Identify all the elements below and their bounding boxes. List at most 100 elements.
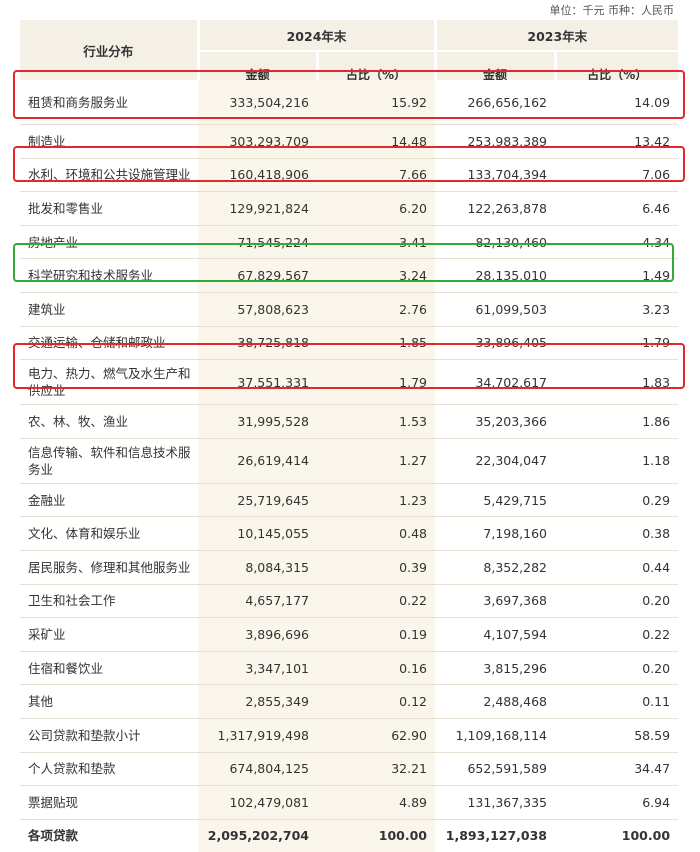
- industry-cell: 其他: [20, 684, 198, 719]
- table-row: 建筑业 57,808,623 2.76 61,099,503 3.23: [20, 292, 679, 327]
- industry-cell: 文化、体育和娱乐业: [20, 516, 198, 551]
- share-2023-cell: 6.94: [555, 785, 679, 820]
- amount-2023-cell: 22,304,047: [435, 438, 556, 484]
- industry-cell: 个人贷款和垫款: [20, 752, 198, 787]
- amount-2024-cell: 129,921,824: [198, 191, 317, 226]
- amount-2023-cell: 7,198,160: [435, 516, 556, 551]
- header-year-2023: 2023年末: [435, 20, 679, 53]
- amount-2023-cell: 82,130,460: [435, 225, 556, 260]
- share-2024-cell: 32.21: [317, 752, 436, 787]
- header-amount-2023: 金额: [435, 51, 557, 80]
- share-2023-cell: 100.00: [555, 819, 679, 852]
- amount-2023-cell: 652,591,589: [435, 752, 556, 787]
- share-2024-cell: 14.48: [317, 124, 436, 159]
- share-2023-cell: 0.11: [555, 684, 679, 719]
- table-row: 其他 2,855,349 0.12 2,488,468 0.11: [20, 684, 679, 719]
- share-2024-cell: 0.19: [317, 617, 436, 652]
- share-2023-cell: 1.86: [555, 404, 679, 439]
- share-2023-cell: 0.44: [555, 550, 679, 585]
- table-row: 票据贴现 102,479,081 4.89 131,367,335 6.94: [20, 785, 679, 820]
- header-category: 行业分布: [20, 20, 200, 80]
- unit-currency-note: 单位：千元 币种：人民币: [549, 4, 675, 17]
- industry-cell: 电力、热力、燃气及水生产和供应业: [20, 359, 198, 406]
- share-2023-cell: 3.23: [555, 292, 679, 327]
- amount-2024-cell: 10,145,055: [198, 516, 317, 551]
- table-row: 金融业 25,719,645 1.23 5,429,715 0.29: [20, 483, 679, 518]
- share-2024-cell: 0.12: [317, 684, 436, 719]
- amount-2024-cell: 26,619,414: [198, 438, 317, 484]
- table-row: 科学研究和技术服务业 67,829,567 3.24 28,135,010 1.49: [20, 258, 679, 293]
- amount-2024-cell: 2,855,349: [198, 684, 317, 719]
- amount-2023-cell: 3,815,296: [435, 651, 556, 686]
- industry-cell: 科学研究和技术服务业: [20, 258, 198, 293]
- share-2024-cell: 0.22: [317, 584, 436, 619]
- share-2024-cell: 0.39: [317, 550, 436, 585]
- table-row: 制造业 303,293,709 14.48 253,983,389 13.42: [20, 124, 679, 159]
- share-2023-cell: 0.38: [555, 516, 679, 551]
- share-2024-cell: 7.66: [317, 158, 436, 193]
- amount-2023-cell: 28,135,010: [435, 258, 556, 293]
- header-share-2024: 占比（%）: [317, 51, 437, 80]
- amount-2024-cell: 57,808,623: [198, 292, 317, 327]
- industry-cell: 房地产业: [20, 225, 198, 260]
- amount-2024-cell: 1,317,919,498: [198, 718, 317, 753]
- table-row: 租赁和商务服务业 333,504,216 15.92 266,656,162 14.09: [20, 80, 679, 125]
- share-2024-cell: 1.23: [317, 483, 436, 518]
- amount-2024-cell: 303,293,709: [198, 124, 317, 159]
- table-row: 个人贷款和垫款 674,804,125 32.21 652,591,589 34.47: [20, 752, 679, 787]
- amount-2023-cell: 8,352,282: [435, 550, 556, 585]
- industry-cell: 信息传输、软件和信息技术服务业: [20, 438, 198, 484]
- industry-cell: 批发和零售业: [20, 191, 198, 226]
- table-row: 居民服务、修理和其他服务业 8,084,315 0.39 8,352,282 0.44: [20, 550, 679, 585]
- amount-2023-cell: 4,107,594: [435, 617, 556, 652]
- amount-2023-cell: 5,429,715: [435, 483, 556, 518]
- table-row: 房地产业 71,545,224 3.41 82,130,460 4.34: [20, 225, 679, 260]
- share-2023-cell: 1.49: [555, 258, 679, 293]
- share-2024-cell: 6.20: [317, 191, 436, 226]
- industry-cell: 交通运输、仓储和邮政业: [20, 326, 198, 361]
- table-row: 农、林、牧、渔业 31,995,528 1.53 35,203,366 1.86: [20, 404, 679, 439]
- industry-cell: 卫生和社会工作: [20, 584, 198, 619]
- industry-cell: 公司贷款和垫款小计: [20, 718, 198, 753]
- amount-2024-cell: 67,829,567: [198, 258, 317, 293]
- share-2023-cell: 1.79: [555, 326, 679, 361]
- table-row: 采矿业 3,896,696 0.19 4,107,594 0.22: [20, 617, 679, 652]
- amount-2024-cell: 71,545,224: [198, 225, 317, 260]
- amount-2024-cell: 38,725,818: [198, 326, 317, 361]
- share-2024-cell: 15.92: [317, 80, 436, 125]
- amount-2023-cell: 34,702,617: [435, 359, 556, 406]
- table-row: 卫生和社会工作 4,657,177 0.22 3,697,368 0.20: [20, 584, 679, 619]
- share-2023-cell: 6.46: [555, 191, 679, 226]
- share-2024-cell: 0.16: [317, 651, 436, 686]
- loan-industry-table: 行业分布 2024年末 2023年末 金额 占比（%） 金额 占比（%） 租赁和…: [20, 20, 679, 852]
- table-row: 文化、体育和娱乐业 10,145,055 0.48 7,198,160 0.38: [20, 516, 679, 551]
- amount-2023-cell: 122,263,878: [435, 191, 556, 226]
- industry-cell: 采矿业: [20, 617, 198, 652]
- header-share-2023: 占比（%）: [555, 51, 679, 80]
- amount-2023-cell: 1,893,127,038: [435, 819, 556, 852]
- industry-cell: 居民服务、修理和其他服务业: [20, 550, 198, 585]
- amount-2023-cell: 133,704,394: [435, 158, 556, 193]
- table-row: 住宿和餐饮业 3,347,101 0.16 3,815,296 0.20: [20, 651, 679, 686]
- industry-cell: 票据贴现: [20, 785, 198, 820]
- share-2024-cell: 3.24: [317, 258, 436, 293]
- industry-cell: 制造业: [20, 124, 198, 159]
- share-2024-cell: 3.41: [317, 225, 436, 260]
- amount-2024-cell: 3,347,101: [198, 651, 317, 686]
- share-2023-cell: 13.42: [555, 124, 679, 159]
- industry-cell: 建筑业: [20, 292, 198, 327]
- table-row: 公司贷款和垫款小计 1,317,919,498 62.90 1,109,168,114…: [20, 718, 679, 753]
- amount-2023-cell: 253,983,389: [435, 124, 556, 159]
- amount-2024-cell: 102,479,081: [198, 785, 317, 820]
- amount-2023-cell: 1,109,168,114: [435, 718, 556, 753]
- amount-2024-cell: 2,095,202,704: [198, 819, 317, 852]
- share-2023-cell: 34.47: [555, 752, 679, 787]
- share-2023-cell: 1.18: [555, 438, 679, 484]
- share-2023-cell: 14.09: [555, 80, 679, 125]
- amount-2024-cell: 674,804,125: [198, 752, 317, 787]
- share-2023-cell: 4.34: [555, 225, 679, 260]
- amount-2024-cell: 160,418,906: [198, 158, 317, 193]
- header-year-2024: 2024年末: [198, 20, 437, 53]
- share-2024-cell: 1.79: [317, 359, 436, 406]
- share-2023-cell: 0.29: [555, 483, 679, 518]
